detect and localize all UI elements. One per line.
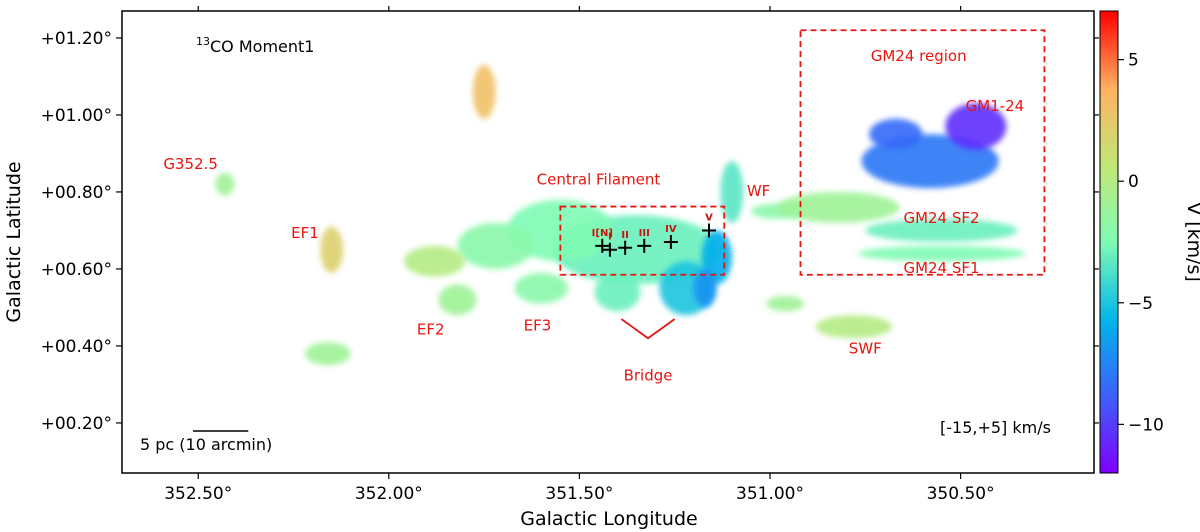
emission-cloud-13 [945,103,1007,150]
x-axis: 352.50° 352.00° 351.50° 351.00° 350.50° [164,6,995,504]
colorbar-tick-label-3: −10 [1128,415,1164,435]
region-label-9: GM1-24 [966,97,1025,115]
y-tick-label-2: +00.80° [41,183,112,203]
emission-cloud-17 [815,315,892,339]
clump-marker-3 [637,238,652,253]
region-label-1: EF1 [291,224,319,242]
clump-label-2: II [621,230,628,241]
emission-cloud-16 [857,245,1026,262]
clump-marker-1 [602,242,617,257]
region-label-0: G352.5 [163,155,218,173]
clump-label-5: V [705,212,713,223]
x-tick-label-3: 351.00° [736,484,804,504]
clump-label-3: III [639,228,650,239]
bridge-bracket [620,318,676,340]
region-label-2: EF2 [417,320,445,338]
emission-cloud-6 [594,272,641,312]
emission-cloud-23 [693,268,717,308]
scale-bar-label: 5 pc (10 arcmin) [140,435,272,454]
clump-label-0: I[N] [592,228,613,239]
colorbar-tick-label-1: 0 [1128,172,1139,192]
region-box-0 [559,205,726,276]
colorbar-tick-label-2: −5 [1128,294,1153,314]
region-labels: G352.5 EF1 EF2 EF3 Central Filament WF Bridge S… [163,47,1024,385]
y-tick-label-1: +01.00° [41,106,112,126]
emission-cloud-14 [869,118,923,150]
x-tick-label-1: 352.00° [355,484,423,504]
region-boxes [559,29,1046,340]
region-label-8: GM24 region [871,47,967,65]
colorbar-tick-label-0: 5 [1128,51,1139,71]
emission-cloud-11 [777,191,900,223]
y-axis-title: Galactic Latitude [3,161,25,322]
emission-cloud-21 [304,342,351,366]
clump-marker-0 [595,238,610,253]
chart-title: 13CO Moment1 [196,35,314,56]
title-superscript: 13 [196,35,210,48]
emission-cloud-4 [438,284,477,316]
emission-map [215,64,1026,366]
clump-markers: I[N]I II III IVV [592,212,717,257]
emission-cloud-3 [404,245,466,277]
y-tick-label-5: +00.20° [41,414,112,434]
emission-cloud-9 [720,161,744,223]
emission-cloud-20 [215,172,235,196]
emission-cloud-22 [472,64,496,119]
region-box-1 [799,29,1046,276]
plot-frame [121,10,1095,474]
emission-cloud-19 [320,226,344,273]
y-axis: +01.20° +01.00° +00.80° +00.60° +00.40° +00.2… [41,29,1099,434]
y-tick-label-4: +00.40° [41,337,112,357]
x-tick-label-0: 352.50° [164,484,232,504]
clump-marker-4 [663,235,678,249]
x-tick-label-4: 350.50° [927,484,995,504]
emission-cloud-18 [766,295,805,312]
emission-cloud-2 [457,222,534,269]
clump-label-1: I [608,232,612,243]
region-label-6: Bridge [624,367,673,385]
colorbar-ticks: 5 0 −5 −10 [1118,51,1164,435]
clump-label-4: IV [665,224,677,235]
emission-cloud-15 [865,218,1018,242]
title-main: CO Moment1 [210,37,314,56]
y-tick-label-0: +01.20° [41,29,112,49]
region-label-10: GM24 SF2 [903,209,979,227]
region-label-11: GM24 SF1 [903,259,979,277]
region-label-3: EF3 [524,317,552,335]
clump-marker-5 [702,223,717,238]
velocity-range-label: [-15,+5] km/s [940,418,1051,437]
y-tick-label-3: +00.60° [41,260,112,280]
colorbar [1099,10,1119,474]
x-tick-label-2: 351.50° [545,484,613,504]
region-label-7: SWF [849,340,882,358]
x-axis-title: Galactic Longitude [520,508,697,530]
colorbar-label: V [km/s] [1183,202,1200,282]
clump-marker-2 [618,240,633,255]
region-label-4: Central Filament [537,170,661,188]
region-label-5: WF [747,182,770,200]
emission-cloud-5 [514,272,568,304]
